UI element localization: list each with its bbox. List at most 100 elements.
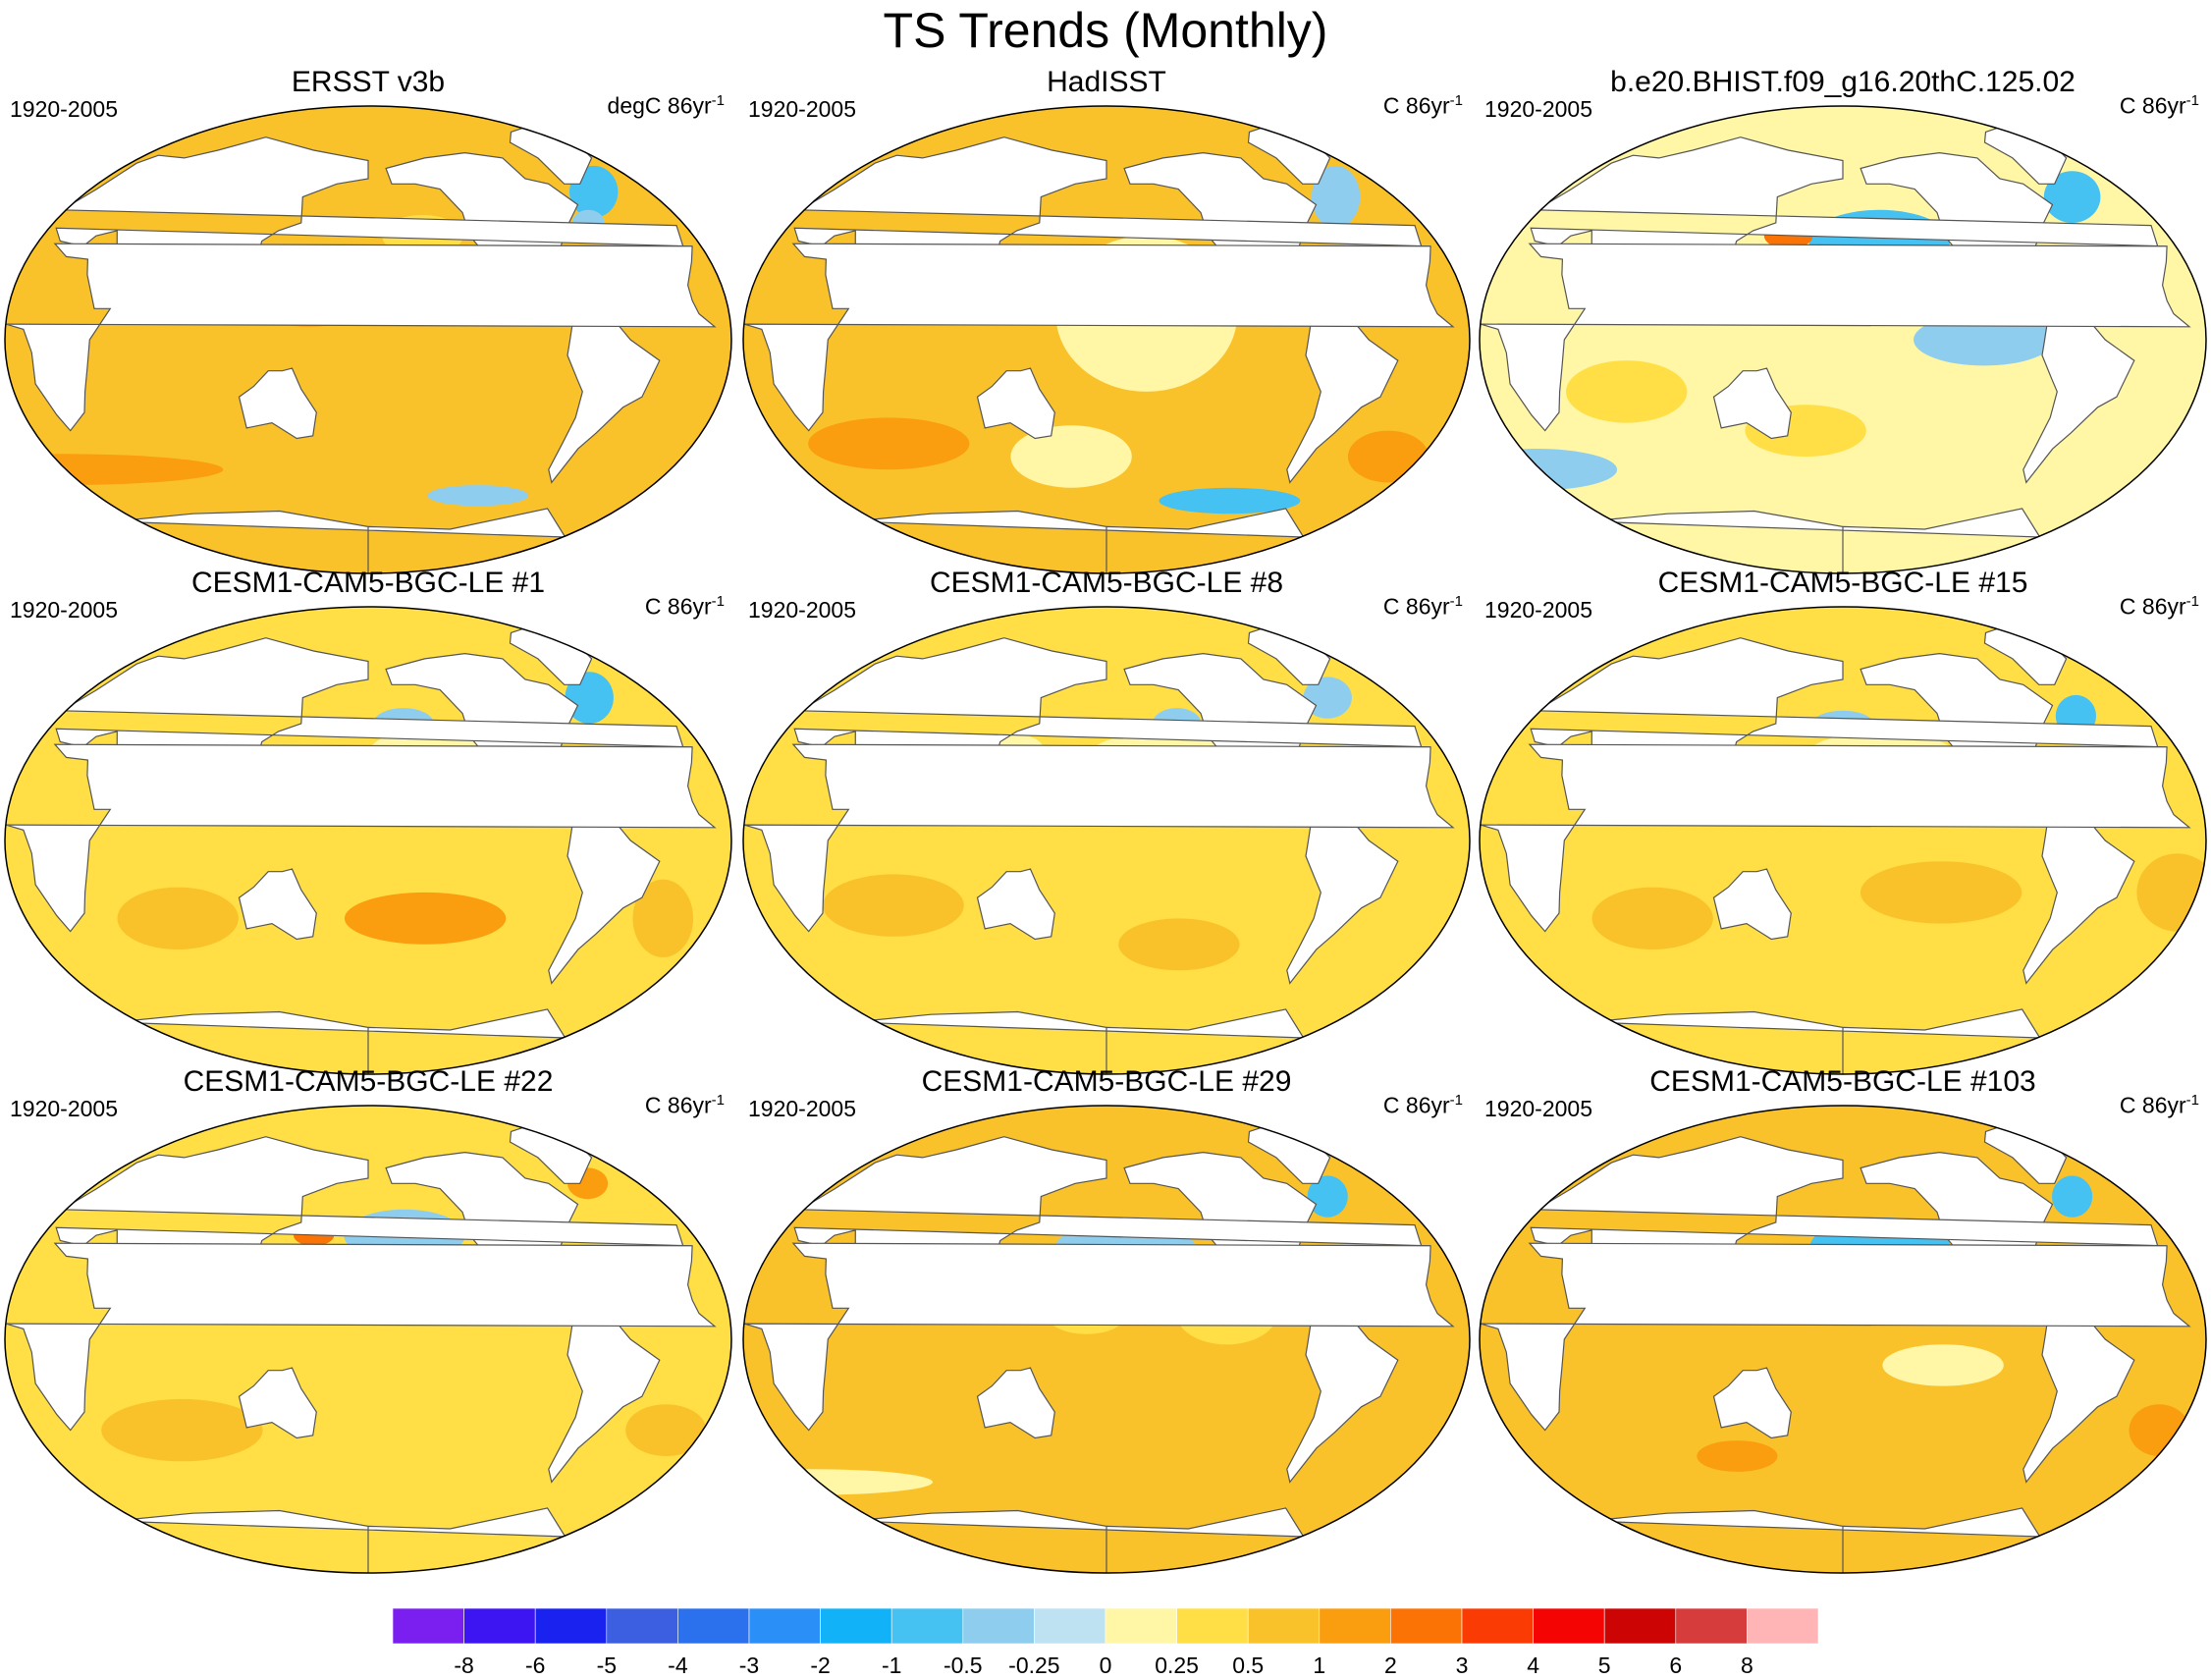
colorbar-label: 0.25 — [1155, 1653, 1199, 1678]
panel-period: 1920-2005 — [748, 96, 856, 122]
map-panel: CESM1-CAM5-BGC-LE #15 1920-2005 C 86yr-1 — [1475, 564, 2211, 1084]
trend-map — [4, 1105, 732, 1574]
panel-units: C 86yr-1 — [2120, 92, 2199, 120]
colorbar-swatch — [606, 1607, 678, 1645]
land-africa — [1480, 743, 2191, 933]
map-border — [1479, 606, 2207, 1075]
panel-title: CESM1-CAM5-BGC-LE #29 — [921, 1065, 1292, 1098]
colorbar-swatch — [463, 1607, 536, 1645]
panel-title: CESM1-CAM5-BGC-LE #22 — [183, 1065, 554, 1098]
units-text: C 86yr — [2119, 593, 2186, 620]
colorbar-label: -6 — [525, 1653, 545, 1678]
colorbar-label: 1 — [1313, 1653, 1325, 1678]
land-australia — [238, 868, 317, 941]
trend-map — [1479, 606, 2207, 1075]
map-border — [4, 606, 732, 1075]
trend-anomaly-patch — [1311, 165, 1361, 229]
map-panel: CESM1-CAM5-BGC-LE #29 1920-2005 C 86yr-1 — [738, 1062, 1475, 1583]
trend-anomaly-patch — [625, 1404, 707, 1456]
land-antarctica — [851, 508, 1305, 573]
panel-units: C 86yr-1 — [2120, 593, 2199, 621]
land-australia — [1712, 868, 1792, 941]
land-africa — [743, 1242, 1455, 1432]
colorbar-label: 5 — [1598, 1653, 1611, 1678]
trend-map — [4, 105, 732, 574]
units-exponent: -1 — [1449, 92, 1463, 109]
land-africa — [743, 243, 1455, 432]
colorbar-label: -4 — [668, 1653, 688, 1678]
units-text: C 86yr — [2119, 1092, 2186, 1118]
colorbar-swatch — [820, 1607, 892, 1645]
land-africa — [5, 243, 717, 432]
panel-period: 1920-2005 — [1484, 96, 1592, 122]
colorbar-swatch — [392, 1607, 464, 1645]
trend-map — [4, 606, 732, 1075]
map-panel: HadISST 1920-2005 C 86yr-1 — [738, 63, 1475, 583]
colorbar-label: -5 — [597, 1653, 617, 1678]
colorbar-swatch — [1319, 1607, 1391, 1645]
trend-anomaly-patch — [2043, 171, 2101, 223]
units-text: C 86yr — [1382, 1092, 1450, 1118]
trend-anomaly-patch — [1860, 861, 2022, 924]
land-antarctica — [851, 1507, 1305, 1573]
colorbar-swatch — [1533, 1607, 1605, 1645]
panel-title: ERSST v3b — [291, 66, 446, 98]
units-text: C 86yr — [2119, 92, 2186, 119]
map-panel: ERSST v3b 1920-2005 degC 86yr-1 — [0, 63, 736, 583]
panel-period: 1920-2005 — [1484, 597, 1592, 623]
land-australia — [1712, 1367, 1792, 1439]
trend-anomaly-patch — [632, 879, 694, 957]
map-panel: b.e20.BHIST.f09_g16.20thC.125.02 1920-200… — [1475, 63, 2211, 583]
colorbar-label: 8 — [1741, 1653, 1753, 1678]
land-antarctica — [1588, 1507, 2041, 1573]
panel-period: 1920-2005 — [10, 597, 118, 623]
map-border — [4, 105, 732, 574]
land-africa — [1480, 1242, 2191, 1432]
land-australia — [238, 367, 317, 440]
colorbar-label: -8 — [454, 1653, 473, 1678]
trend-anomaly-patch — [823, 874, 964, 937]
colorbar-swatch — [1675, 1607, 1748, 1645]
trend-anomaly-patch — [1347, 430, 1429, 483]
land-africa — [5, 1242, 717, 1432]
colorbar-label: 0 — [1100, 1653, 1112, 1678]
panel-units: degC 86yr-1 — [608, 92, 725, 120]
panel-period: 1920-2005 — [748, 597, 856, 623]
colorbar-swatch — [1461, 1607, 1534, 1645]
trend-map — [742, 1105, 1471, 1574]
colorbar-label: -0.5 — [944, 1653, 983, 1678]
land-australia — [976, 367, 1055, 440]
trend-anomaly-patch — [1914, 313, 2055, 366]
trend-anomaly-patch — [344, 892, 507, 945]
map-panel: CESM1-CAM5-BGC-LE #8 1920-2005 C 86yr-1 — [738, 564, 1475, 1084]
panel-title: CESM1-CAM5-BGC-LE #103 — [1649, 1065, 2036, 1098]
colorbar-label: 4 — [1527, 1653, 1539, 1678]
panel-units: C 86yr-1 — [1383, 1092, 1463, 1119]
panel-title: CESM1-CAM5-BGC-LE #1 — [190, 567, 546, 599]
panel-period: 1920-2005 — [10, 1096, 118, 1121]
colorbar-label: -2 — [810, 1653, 830, 1678]
map-border — [742, 105, 1471, 574]
trend-map — [742, 105, 1471, 574]
units-exponent: -1 — [1449, 1092, 1463, 1109]
land-australia — [976, 1367, 1055, 1439]
units-exponent: -1 — [2185, 1092, 2199, 1109]
figure-title: TS Trends (Monthly) — [883, 3, 1328, 58]
units-text: degC 86yr — [607, 92, 712, 119]
colorbar-swatch — [962, 1607, 1035, 1645]
colorbar-label: -3 — [739, 1653, 759, 1678]
units-exponent: -1 — [711, 92, 725, 109]
trend-anomaly-patch — [1697, 1440, 1778, 1472]
trend-map — [1479, 1105, 2207, 1574]
trend-anomaly-patch — [1159, 487, 1301, 515]
colorbar-swatch — [1747, 1607, 1819, 1645]
units-exponent: -1 — [2185, 92, 2199, 109]
panel-units: C 86yr-1 — [645, 593, 725, 621]
panel-units: C 86yr-1 — [2120, 1092, 2199, 1119]
trend-anomaly-patch — [1566, 360, 1688, 423]
colorbar-label: 2 — [1384, 1653, 1397, 1678]
trend-anomaly-patch — [808, 417, 970, 470]
panel-title: b.e20.BHIST.f09_g16.20thC.125.02 — [1610, 66, 2076, 98]
trend-anomaly-patch — [1307, 1175, 1348, 1218]
colorbar-swatch — [890, 1607, 964, 1645]
